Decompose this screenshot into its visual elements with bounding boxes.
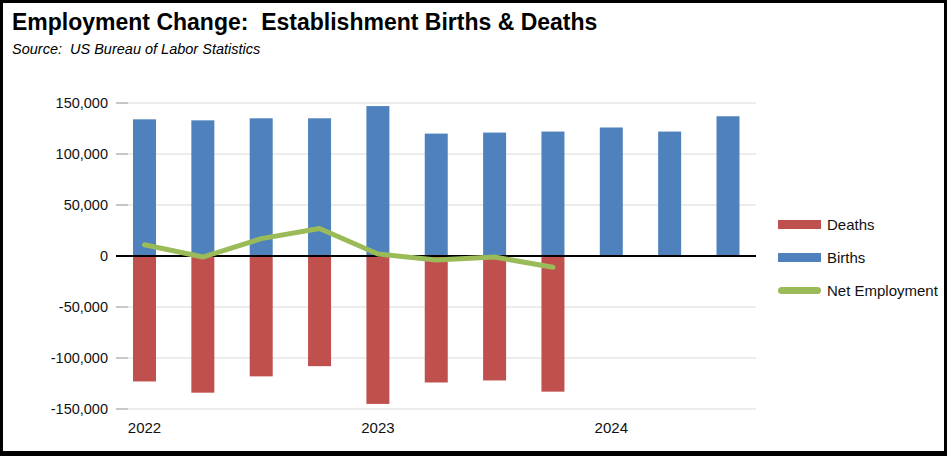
chart-frame: Employment Change: Establishment Births …	[0, 0, 947, 456]
x-tick-label: 2023	[361, 420, 394, 435]
y-tick-label: 50,000	[32, 198, 108, 213]
births-swatch-icon	[778, 253, 821, 262]
y-tick-label: 150,000	[32, 96, 108, 111]
legend-label-net-employment: Net Employment	[827, 283, 938, 298]
y-tick-label: -150,000	[32, 402, 108, 417]
legend-label-deaths: Deaths	[827, 217, 875, 232]
x-tick-label: 2022	[128, 420, 161, 435]
y-tick-label: 0	[32, 249, 108, 264]
y-tick-label: -100,000	[32, 351, 108, 366]
legend: Deaths Births Net Employment	[778, 215, 947, 314]
y-tick-label: 100,000	[32, 147, 108, 162]
y-tick-label: -50,000	[32, 300, 108, 315]
deaths-swatch-icon	[778, 220, 821, 229]
net-employment-swatch-icon	[778, 287, 821, 294]
legend-item-births: Births	[778, 248, 947, 266]
legend-label-births: Births	[827, 250, 865, 265]
x-tick-label: 2024	[595, 420, 628, 435]
legend-item-net-employment: Net Employment	[778, 281, 947, 299]
legend-item-deaths: Deaths	[778, 215, 947, 233]
